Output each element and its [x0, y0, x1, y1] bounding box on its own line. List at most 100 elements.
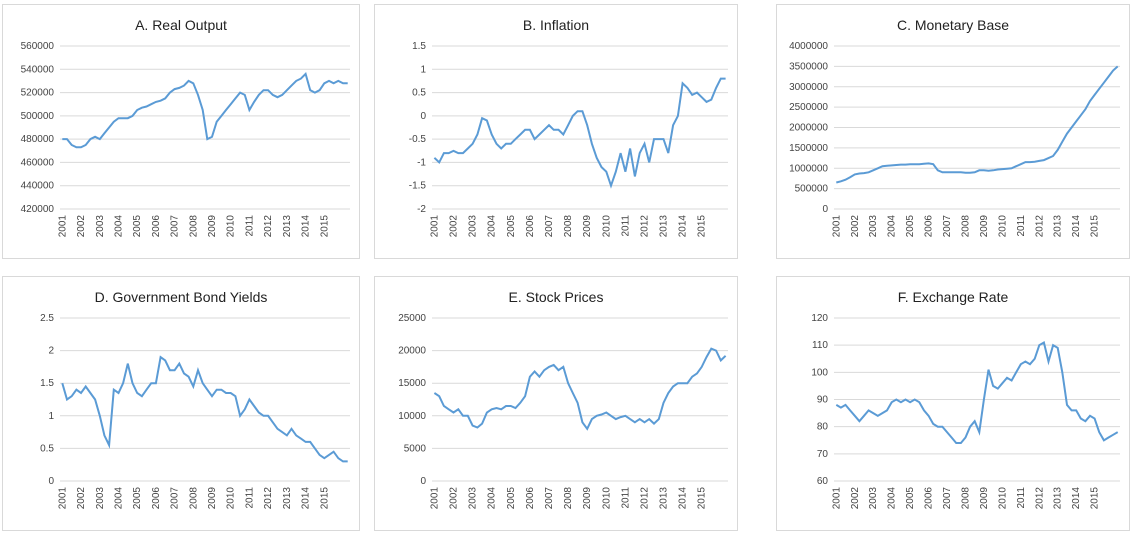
x-tick-label: 2002 — [76, 487, 87, 510]
chart-title: E. Stock Prices — [509, 289, 604, 305]
x-tick-label: 2008 — [563, 487, 574, 510]
y-tick-label: 420000 — [21, 204, 55, 215]
x-tick-label: 2004 — [487, 215, 498, 238]
x-tick-label: 2005 — [506, 487, 517, 510]
x-tick-label: 2005 — [905, 487, 916, 510]
x-tick-label: 2015 — [697, 215, 708, 238]
x-tick-label: 2007 — [942, 215, 953, 238]
y-tick-label: 1 — [420, 64, 426, 75]
data-line — [61, 355, 348, 463]
x-tick-label: 2013 — [659, 215, 670, 238]
x-tick-label: 2006 — [924, 487, 935, 510]
x-tick-label: 2011 — [1016, 487, 1027, 509]
x-tick-label: 2004 — [887, 487, 898, 510]
x-tick-label: 2007 — [544, 487, 555, 510]
x-tick-label: 2011 — [1016, 215, 1027, 237]
y-tick-label: 0 — [822, 204, 828, 215]
y-tick-label: 480000 — [21, 134, 55, 145]
y-tick-label: 120 — [811, 313, 828, 324]
data-line — [836, 65, 1119, 184]
x-tick-label: 2004 — [113, 215, 124, 238]
x-tick-label: 2003 — [868, 487, 879, 510]
x-tick-label: 2010 — [997, 215, 1008, 238]
chart-title: B. Inflation — [523, 17, 589, 33]
y-tick-label: 4000000 — [789, 41, 828, 52]
chart-panel: F. Exchange Rate 60 70 80 90 100 110 120 2001 200… — [776, 276, 1130, 531]
x-tick-label: 2011 — [244, 215, 255, 237]
y-tick-label: 500000 — [21, 111, 55, 122]
y-tick-label: 20000 — [398, 346, 426, 357]
x-tick-label: 2001 — [429, 487, 440, 510]
x-tick-label: 2003 — [95, 487, 106, 510]
x-tick-label: 2010 — [601, 215, 612, 238]
y-tick-label: 25000 — [398, 313, 426, 324]
x-tick-label: 2003 — [95, 215, 106, 238]
x-tick-label: 2001 — [57, 487, 68, 510]
x-tick-label: 2009 — [207, 215, 218, 238]
x-tick-label: 2006 — [525, 215, 536, 238]
x-tick-label: 2003 — [868, 215, 879, 238]
y-tick-label: 10000 — [398, 411, 426, 422]
y-tick-label: 440000 — [21, 181, 55, 192]
y-tick-label: 5000 — [404, 443, 427, 454]
y-tick-label: 1 — [48, 411, 54, 422]
x-tick-label: 2002 — [850, 215, 861, 238]
x-tick-label: 2012 — [1034, 487, 1045, 510]
x-tick-label: 2009 — [979, 215, 990, 238]
x-tick-label: 2004 — [487, 487, 498, 510]
y-tick-label: 60 — [817, 476, 829, 487]
x-tick-label: 2014 — [301, 215, 312, 238]
y-tick-label: 100 — [811, 367, 828, 378]
y-tick-label: 0 — [420, 476, 426, 487]
panel-border — [2, 276, 360, 531]
panel-border — [374, 276, 738, 531]
x-tick-label: 2003 — [468, 215, 479, 238]
y-tick-label: 15000 — [398, 378, 426, 389]
chart-panel: B. Inflation -2 -1.5 -1 -0.5 0 0.5 1 1.5 2001 2002… — [374, 4, 738, 259]
x-tick-label: 2002 — [448, 487, 459, 510]
x-tick-label: 2001 — [57, 215, 68, 238]
chart-panel: C. Monetary Base 0 500000 1000000 1500000 200… — [776, 4, 1130, 259]
x-tick-label: 2013 — [282, 215, 293, 238]
panel-border — [2, 4, 360, 259]
y-tick-label: 1.5 — [412, 41, 426, 52]
x-tick-label: 2008 — [960, 215, 971, 238]
y-tick-label: 2 — [48, 346, 54, 357]
x-tick-label: 2012 — [1034, 215, 1045, 238]
y-tick-label: 80 — [817, 422, 829, 433]
chart-title: D. Government Bond Yields — [95, 289, 268, 305]
y-tick-label: 1500000 — [789, 143, 828, 154]
x-tick-label: 2009 — [582, 487, 593, 510]
data-line — [433, 347, 727, 431]
x-tick-label: 2003 — [468, 487, 479, 510]
x-tick-label: 2010 — [226, 215, 237, 238]
chart-title: C. Monetary Base — [897, 17, 1009, 33]
chart-panel: D. Government Bond Yields 0 0.5 1 1.5 2 2.5 200… — [2, 276, 360, 531]
x-tick-label: 2002 — [850, 487, 861, 510]
y-tick-label: 2500000 — [789, 102, 828, 113]
x-tick-label: 2005 — [132, 487, 143, 510]
x-tick-label: 2007 — [942, 487, 953, 510]
x-tick-label: 2015 — [319, 487, 330, 510]
x-tick-label: 2012 — [639, 487, 650, 510]
panel-border — [374, 4, 738, 259]
x-tick-label: 2005 — [506, 215, 517, 238]
y-tick-label: 0 — [420, 111, 426, 122]
x-tick-label: 2015 — [319, 215, 330, 238]
y-tick-label: 1000000 — [789, 163, 828, 174]
y-tick-label: -1 — [417, 157, 426, 168]
y-tick-label: 560000 — [21, 41, 55, 52]
x-tick-label: 2011 — [244, 487, 255, 509]
x-tick-label: 2006 — [151, 215, 162, 238]
x-tick-label: 2012 — [263, 215, 274, 238]
x-tick-label: 2013 — [659, 487, 670, 510]
x-tick-label: 2010 — [601, 487, 612, 510]
x-tick-label: 2004 — [113, 487, 124, 510]
x-tick-label: 2013 — [1053, 487, 1064, 510]
x-tick-label: 2010 — [226, 487, 237, 510]
x-tick-label: 2009 — [207, 487, 218, 510]
x-tick-label: 2008 — [960, 487, 971, 510]
x-tick-label: 2001 — [831, 215, 842, 238]
chart-title: A. Real Output — [135, 17, 227, 33]
